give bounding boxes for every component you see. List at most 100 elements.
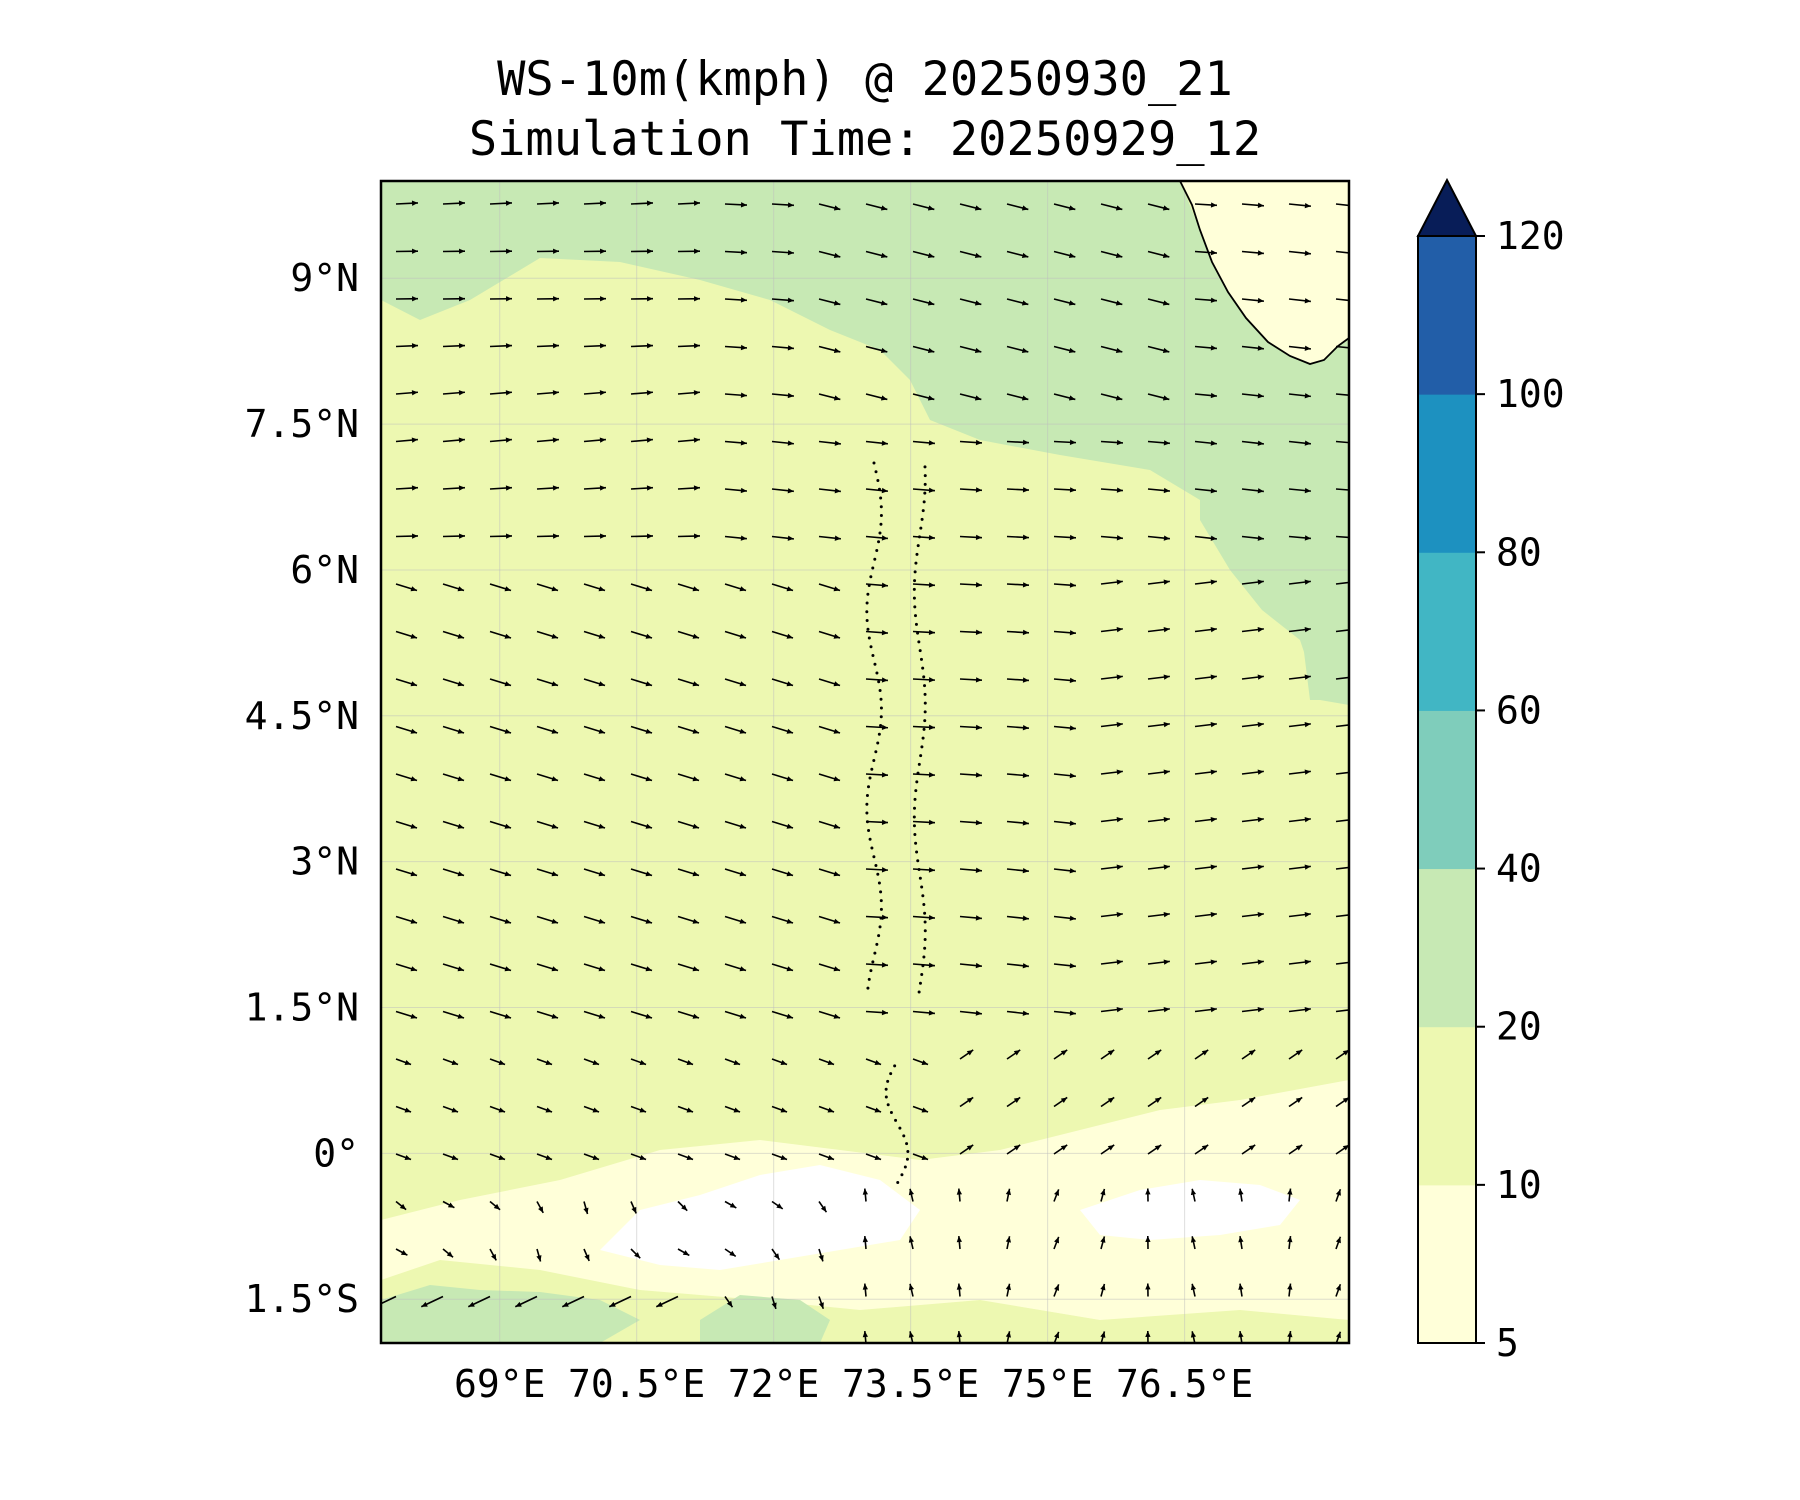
wind-arrow-head (457, 586, 465, 592)
wind-arrow-head (552, 533, 559, 539)
wind-arrow-head (457, 728, 465, 734)
wind-arrow-head (1201, 1144, 1209, 1151)
wind-arrow-head (693, 200, 700, 206)
atoll-island (871, 654, 875, 658)
wind-arrow-head (1210, 674, 1217, 680)
wind-arrow-head (504, 966, 512, 972)
wind-arrow-head (1022, 1010, 1029, 1016)
colorbar-tick-label: 20 (1496, 1005, 1542, 1049)
wind-arrow-head (1210, 959, 1217, 965)
wind-arrow-head (928, 1010, 935, 1016)
wind-arrow-head (1210, 1006, 1217, 1013)
wind-arrow-head (551, 966, 559, 972)
colorbar-tick-label: 10 (1496, 1163, 1542, 1207)
wind-arrow-head (928, 914, 935, 921)
wind-arrow-head (874, 1154, 882, 1160)
wind-arrow-head (656, 1301, 663, 1307)
wind-arrow-head (1022, 677, 1029, 683)
wind-arrow-head (975, 724, 982, 731)
wind-arrow-head (1210, 864, 1217, 870)
y-tick-label: 7.5°N (245, 402, 359, 446)
atoll-island (865, 811, 869, 815)
wind-arrow-head (1352, 722, 1358, 727)
wind-arrow-head (552, 390, 559, 396)
wind-arrow-head (598, 823, 606, 829)
wind-arrow-head (693, 437, 700, 443)
colorbar-segment (1418, 394, 1476, 553)
wind-arrow-head (1054, 1189, 1060, 1196)
wind-arrow-head (552, 343, 559, 349)
wind-arrow-head (504, 681, 512, 687)
atoll-island (923, 692, 927, 696)
wind-arrow-head (881, 1009, 888, 1016)
wind-arrow-head (599, 485, 606, 491)
colorbar-extend-arrow (1416, 177, 1478, 237)
wind-arrow-head (1304, 345, 1311, 351)
atoll-island (874, 470, 878, 474)
wind-arrow-head (692, 728, 700, 734)
wind-arrow-head (1145, 1283, 1151, 1290)
wind-arrow-head (780, 1154, 788, 1160)
wind-arrow-head (880, 205, 888, 211)
x-tick-label: 73.5°E (842, 1362, 979, 1406)
wind-arrow-head (975, 629, 982, 635)
wind-arrow-head (584, 1254, 590, 1261)
wind-arrow-head (1163, 864, 1170, 870)
wind-arrow-head (504, 633, 512, 639)
wind-arrow-head (506, 296, 512, 302)
wind-arrow-head (1257, 345, 1264, 351)
wind-arrow-head (786, 728, 794, 734)
wind-arrow-head (974, 395, 982, 401)
wind-arrow-head (1107, 1097, 1115, 1104)
wind-arrow-head (692, 633, 700, 639)
atoll-island (923, 911, 927, 915)
wind-arrow-head (1069, 868, 1076, 874)
wind-arrow-head (881, 535, 888, 541)
wind-arrow-head (498, 1059, 506, 1065)
atoll-island (877, 934, 881, 938)
wind-arrow-head (1022, 963, 1029, 969)
wind-arrow-head (1210, 769, 1217, 775)
wind-arrow-head (1100, 1283, 1106, 1291)
atoll-island (871, 566, 875, 570)
wind-arrow-head (505, 533, 512, 539)
y-tick-label: 1.5°S (245, 1277, 359, 1321)
wind-arrow-head (1201, 1049, 1209, 1056)
atoll-island (874, 750, 878, 754)
wind-arrow-head (1238, 1283, 1244, 1290)
wind-arrow-head (921, 1059, 929, 1065)
wind-arrow-head (1163, 440, 1170, 446)
wind-arrow-head (639, 1107, 647, 1113)
wind-arrow-head (1248, 1049, 1256, 1056)
atoll-island (914, 561, 918, 565)
atoll-island (914, 789, 918, 793)
wind-arrow-head (881, 867, 888, 873)
wind-arrow-head (598, 681, 606, 687)
wind-arrow-head (410, 586, 418, 592)
atoll-island (893, 1064, 897, 1068)
wind-arrow-head (956, 1283, 963, 1290)
wind-arrow-shaft (515, 1344, 537, 1354)
wind-arrow-head (1304, 816, 1311, 823)
wind-arrow-shaft (1335, 771, 1349, 775)
y-tick-label: 9°N (290, 256, 359, 300)
wind-arrow-head (1335, 1236, 1341, 1244)
atoll-island (919, 657, 923, 661)
wind-arrow-head (881, 772, 888, 778)
wind-arrow-head (1335, 1331, 1341, 1339)
wind-arrow-head (921, 1154, 929, 1160)
wind-arrow-head (1115, 347, 1123, 354)
atoll-island (866, 986, 870, 990)
wind-arrow-head (411, 200, 418, 206)
wind-arrow-head (1163, 626, 1170, 633)
wind-arrow-head (1013, 1097, 1021, 1104)
wind-arrow-head (1257, 1006, 1264, 1013)
wind-arrow-head (1163, 674, 1170, 680)
colorbar-frame (1417, 235, 1477, 1344)
wind-arrow-head (411, 343, 418, 349)
speed-region (381, 181, 1349, 700)
wind-arrow-head (1352, 393, 1358, 398)
atoll-island (915, 552, 919, 556)
wind-arrow-head (1100, 1236, 1106, 1243)
atoll-island (913, 806, 917, 810)
